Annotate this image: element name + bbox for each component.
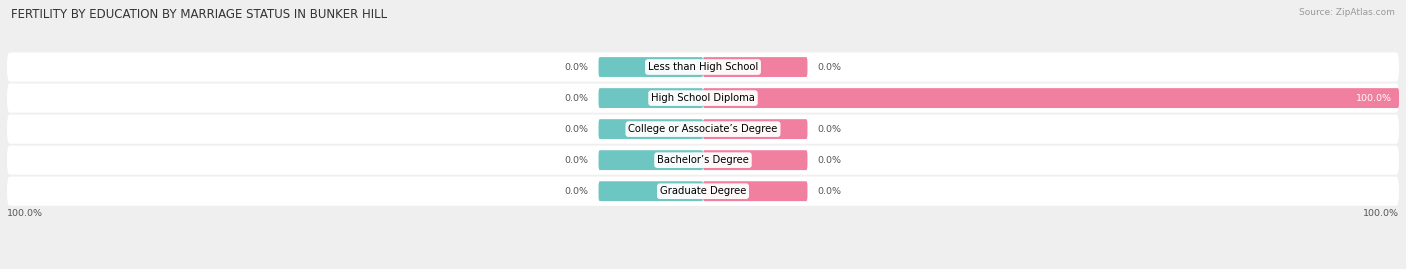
Text: 0.0%: 0.0% (564, 94, 588, 102)
FancyBboxPatch shape (7, 115, 1399, 144)
Text: 0.0%: 0.0% (818, 63, 842, 72)
Text: 100.0%: 100.0% (1355, 94, 1392, 102)
Text: 0.0%: 0.0% (818, 156, 842, 165)
FancyBboxPatch shape (7, 177, 1399, 206)
Text: 0.0%: 0.0% (564, 125, 588, 134)
FancyBboxPatch shape (703, 88, 1399, 108)
FancyBboxPatch shape (599, 57, 703, 77)
Text: 0.0%: 0.0% (564, 63, 588, 72)
Text: College or Associate’s Degree: College or Associate’s Degree (628, 124, 778, 134)
FancyBboxPatch shape (599, 119, 703, 139)
Text: 0.0%: 0.0% (564, 187, 588, 196)
FancyBboxPatch shape (703, 181, 807, 201)
Text: 0.0%: 0.0% (818, 125, 842, 134)
FancyBboxPatch shape (703, 150, 807, 170)
FancyBboxPatch shape (7, 146, 1399, 175)
Text: Graduate Degree: Graduate Degree (659, 186, 747, 196)
FancyBboxPatch shape (599, 181, 703, 201)
Text: Less than High School: Less than High School (648, 62, 758, 72)
FancyBboxPatch shape (599, 150, 703, 170)
FancyBboxPatch shape (599, 88, 703, 108)
FancyBboxPatch shape (703, 119, 807, 139)
Text: 0.0%: 0.0% (818, 187, 842, 196)
FancyBboxPatch shape (703, 57, 807, 77)
FancyBboxPatch shape (7, 83, 1399, 113)
Text: 0.0%: 0.0% (564, 156, 588, 165)
Text: High School Diploma: High School Diploma (651, 93, 755, 103)
Text: 100.0%: 100.0% (7, 209, 44, 218)
Text: Bachelor’s Degree: Bachelor’s Degree (657, 155, 749, 165)
Text: 100.0%: 100.0% (1362, 209, 1399, 218)
Text: FERTILITY BY EDUCATION BY MARRIAGE STATUS IN BUNKER HILL: FERTILITY BY EDUCATION BY MARRIAGE STATU… (11, 8, 388, 21)
FancyBboxPatch shape (7, 52, 1399, 82)
Text: Source: ZipAtlas.com: Source: ZipAtlas.com (1299, 8, 1395, 17)
